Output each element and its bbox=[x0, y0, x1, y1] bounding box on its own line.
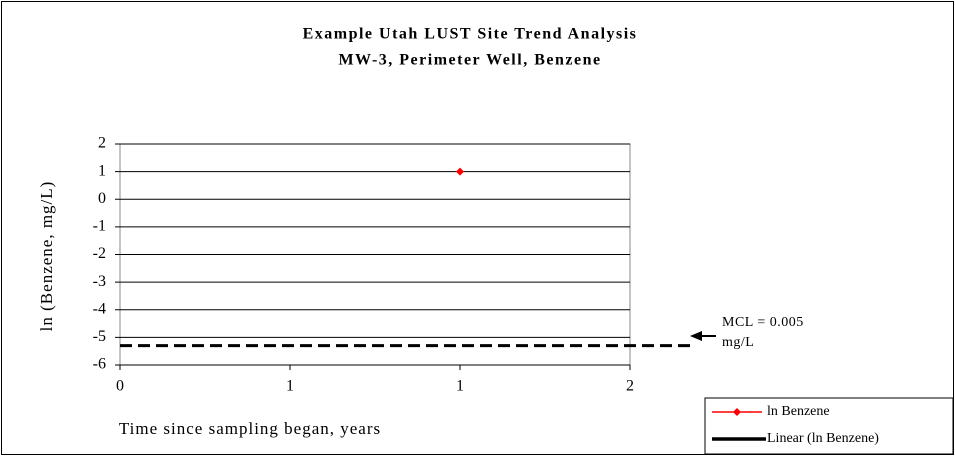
legend-marker bbox=[733, 408, 741, 416]
chart-subtitle: MW-3, Perimeter Well, Benzene bbox=[338, 52, 601, 69]
legend-label: ln Benzene bbox=[767, 404, 830, 419]
y-tick-label: -4 bbox=[93, 300, 106, 317]
y-tick-label: 0 bbox=[98, 190, 106, 207]
x-tick-label: 2 bbox=[626, 378, 634, 395]
y-tick-label: -3 bbox=[93, 273, 106, 290]
y-tick-label: -5 bbox=[93, 328, 106, 345]
legend-label: Linear (ln Benzene) bbox=[767, 431, 879, 446]
y-axis-label: ln (Benzene, mg/L) bbox=[37, 181, 56, 332]
y-tick-label: -2 bbox=[93, 245, 106, 262]
x-tick-label: 1 bbox=[286, 378, 294, 395]
y-tick-label: 1 bbox=[98, 162, 106, 179]
x-tick-label: 1 bbox=[456, 378, 464, 395]
y-tick-label: 2 bbox=[98, 135, 106, 152]
legend-box bbox=[704, 397, 954, 455]
arrow-head bbox=[690, 331, 702, 341]
chart-title: Example Utah LUST Site Trend Analysis bbox=[303, 26, 638, 43]
x-axis-label: Time since sampling began, years bbox=[119, 419, 381, 438]
data-point bbox=[455, 167, 464, 176]
y-tick-label: -6 bbox=[93, 356, 106, 373]
reference-label: MCL = 0.005 mg/L bbox=[722, 315, 804, 350]
x-tick-label: 0 bbox=[116, 378, 124, 395]
y-tick-label: -1 bbox=[93, 218, 106, 235]
